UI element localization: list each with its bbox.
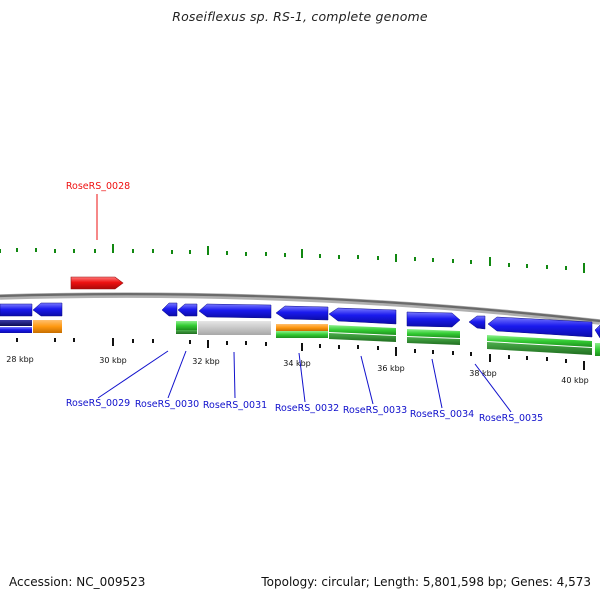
- cds-track: [0, 302, 600, 339]
- cds-feature[interactable]: [487, 316, 593, 338]
- scale-label: 30 kbp: [99, 356, 127, 365]
- cds-feature[interactable]: [198, 303, 272, 319]
- annotation-track: [0, 320, 600, 356]
- accession-text: Accession: NC_009523: [9, 575, 146, 589]
- cds-feature[interactable]: [594, 324, 600, 339]
- gene-label[interactable]: RoseRS_0030: [135, 399, 199, 410]
- gene-leader-lines: [97, 350, 512, 413]
- lower-tick-marks: [16, 338, 585, 370]
- genome-stats-text: Topology: circular; Length: 5,801,598 bp…: [261, 575, 591, 589]
- cds-feature[interactable]: [0, 303, 33, 317]
- gene-label[interactable]: RoseRS_0031: [203, 400, 267, 411]
- cds-feature[interactable]: [406, 311, 461, 328]
- gene-label[interactable]: RoseRS_0035: [479, 413, 543, 424]
- gene-label[interactable]: RoseRS_0034: [410, 409, 474, 420]
- scale-label: 36 kbp: [377, 364, 405, 373]
- gene-label[interactable]: RoseRS_0033: [343, 405, 407, 416]
- cds-feature[interactable]: [161, 302, 178, 317]
- cds-feature[interactable]: [468, 315, 486, 330]
- cds-feature[interactable]: [328, 307, 397, 325]
- scale-label: 32 kbp: [192, 357, 220, 366]
- cds-feature[interactable]: [32, 302, 63, 317]
- genome-backbone-core: [0, 293, 600, 323]
- scale-label: 28 kbp: [6, 355, 34, 364]
- scale-labels: 28 kbp 30 kbp 32 kbp 34 kbp 36 kbp 38 kb…: [6, 355, 589, 385]
- scale-label: 34 kbp: [283, 359, 311, 368]
- gene-label[interactable]: RoseRS_0029: [66, 398, 130, 409]
- cds-feature[interactable]: [177, 303, 198, 317]
- scale-label: 40 kbp: [561, 376, 589, 385]
- gene-label-0028[interactable]: RoseRS_0028: [66, 181, 130, 192]
- scale-label: 38 kbp: [469, 369, 497, 378]
- upper-tick-marks: [0, 244, 585, 273]
- gene-label[interactable]: RoseRS_0032: [275, 403, 339, 414]
- gene-0028-feature[interactable]: [70, 276, 124, 290]
- map-title: Roseiflexus sp. RS-1, complete genome: [172, 9, 428, 24]
- gene-labels: RoseRS_0029 RoseRS_0030 RoseRS_0031 Rose…: [66, 398, 543, 424]
- cds-feature[interactable]: [275, 305, 329, 321]
